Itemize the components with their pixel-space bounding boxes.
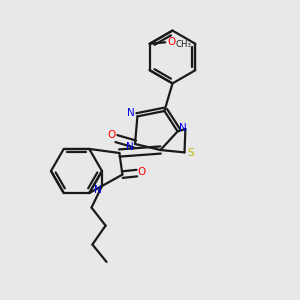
Text: N: N: [94, 184, 101, 195]
Text: O: O: [138, 167, 146, 177]
Text: O: O: [107, 130, 115, 140]
Text: CH₃: CH₃: [175, 40, 191, 49]
Text: S: S: [187, 148, 194, 158]
Text: O: O: [168, 37, 176, 47]
Text: N: N: [126, 142, 134, 152]
Text: N: N: [127, 108, 135, 118]
Text: N: N: [179, 123, 187, 133]
